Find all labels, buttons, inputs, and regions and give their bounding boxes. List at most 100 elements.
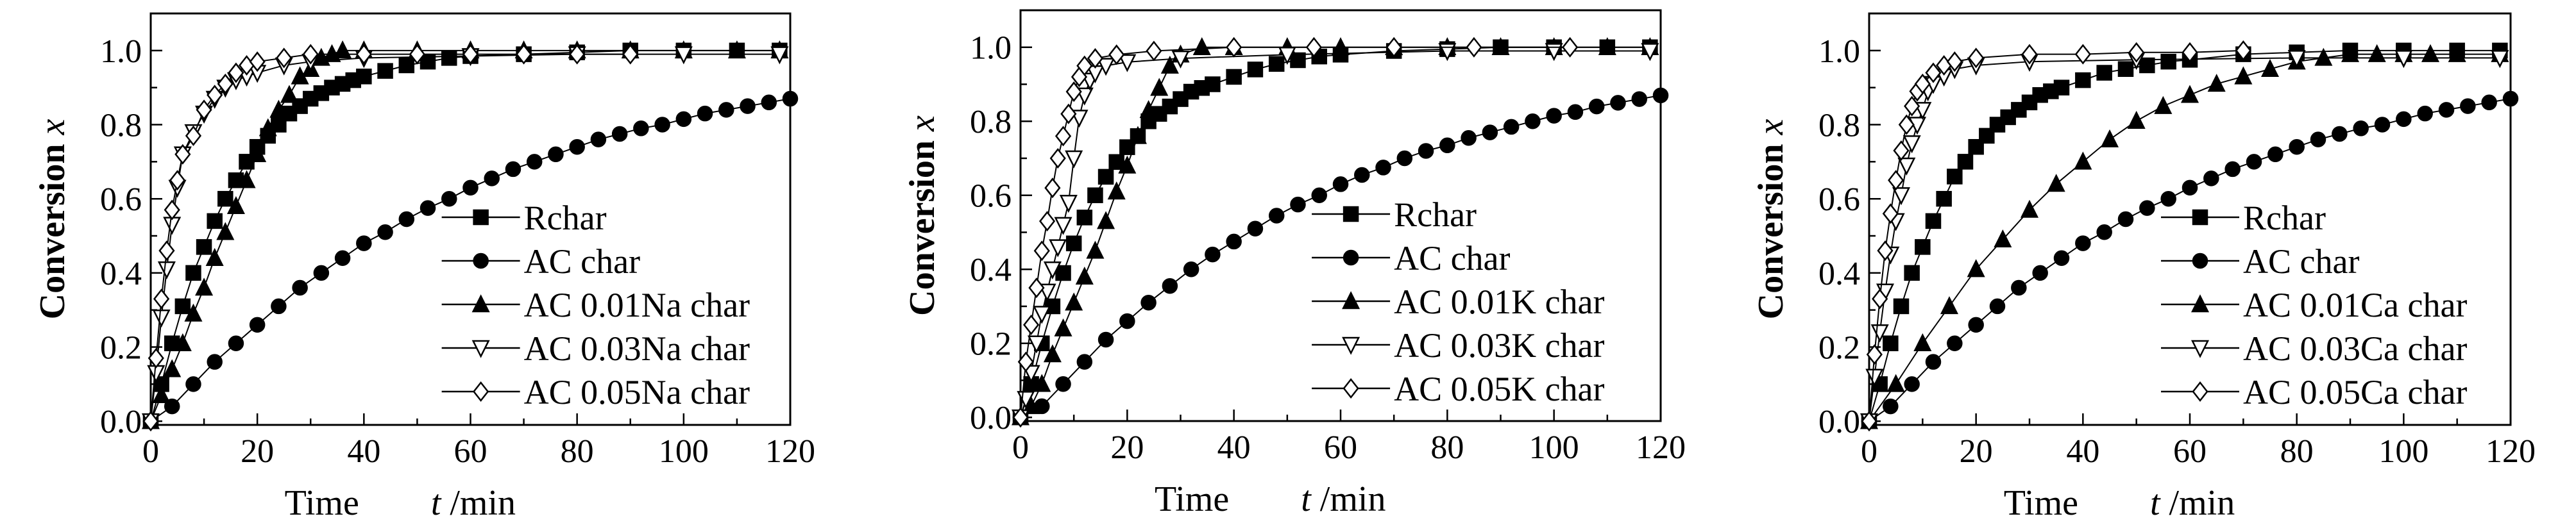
data-point bbox=[1882, 203, 1899, 224]
data-point bbox=[1146, 40, 1162, 62]
data-point bbox=[2289, 138, 2305, 155]
series-1 bbox=[1012, 39, 1658, 426]
data-point bbox=[1588, 98, 1605, 115]
data-point bbox=[196, 99, 212, 120]
series-1 bbox=[1861, 42, 2508, 429]
data-point bbox=[292, 279, 308, 296]
data-point bbox=[674, 46, 693, 65]
data-point bbox=[654, 117, 670, 133]
data-point bbox=[1076, 55, 1093, 76]
data-point bbox=[2417, 105, 2433, 122]
data-point bbox=[2011, 279, 2027, 296]
legend-marker bbox=[2192, 209, 2208, 226]
chart-panel-1: 0 20 40 60 80 100 120 0.0 0.2 0.4 0.6 0.8 1.0 Time t … bbox=[33, 12, 815, 523]
data-point bbox=[1087, 187, 1103, 203]
legend-marker bbox=[2190, 340, 2210, 358]
x-tick-label: 120 bbox=[765, 433, 815, 470]
legend-marker bbox=[2190, 294, 2210, 313]
data-point bbox=[1332, 176, 1349, 192]
data-point bbox=[1525, 113, 1541, 129]
data-point bbox=[1226, 233, 1242, 250]
data-point bbox=[1049, 147, 1066, 169]
data-point bbox=[1503, 119, 1520, 135]
data-point bbox=[1914, 73, 1931, 94]
data-point bbox=[1043, 261, 1062, 280]
data-point bbox=[2203, 170, 2219, 186]
data-point bbox=[2053, 250, 2070, 266]
y-tick-label: 1.0 bbox=[970, 30, 1012, 67]
data-point bbox=[334, 250, 351, 266]
x-tick-label: 0 bbox=[142, 433, 159, 470]
data-point bbox=[1097, 211, 1115, 229]
data-point bbox=[1641, 43, 1659, 62]
data-point bbox=[2460, 98, 2476, 114]
data-point bbox=[2180, 85, 2199, 103]
legend-label: AC 0.05Na char bbox=[524, 373, 750, 411]
data-point bbox=[249, 51, 266, 72]
data-point bbox=[1065, 292, 1083, 311]
data-point bbox=[1418, 143, 1434, 159]
data-point bbox=[207, 213, 223, 229]
legend-label: Rchar bbox=[524, 199, 607, 237]
data-point bbox=[2139, 57, 2155, 74]
data-point bbox=[207, 354, 223, 370]
data-point bbox=[1076, 354, 1093, 370]
data-point bbox=[569, 138, 585, 155]
data-point bbox=[1059, 195, 1078, 213]
data-point bbox=[2224, 161, 2241, 178]
data-point bbox=[1861, 411, 1877, 432]
legend-label: AC 0.01Ca char bbox=[2243, 286, 2467, 324]
data-point bbox=[1305, 37, 1323, 58]
data-point bbox=[1886, 374, 1905, 392]
legend-label: AC 0.03Ca char bbox=[2243, 329, 2467, 368]
series-5 bbox=[1012, 37, 1579, 428]
data-point bbox=[1171, 50, 1190, 69]
x-axis-label: Time t /min bbox=[285, 483, 516, 523]
data-point bbox=[2047, 174, 2065, 192]
data-point bbox=[2053, 79, 2070, 95]
data-point bbox=[1466, 37, 1482, 58]
data-point bbox=[1865, 369, 1884, 387]
data-point bbox=[1065, 235, 1082, 252]
data-point bbox=[1385, 37, 1402, 58]
data-point bbox=[1893, 298, 1910, 315]
legend-label: AC 0.03Na char bbox=[524, 329, 750, 368]
data-point bbox=[2396, 111, 2412, 128]
data-point bbox=[173, 333, 192, 352]
x-tick-label: 80 bbox=[2280, 433, 2314, 470]
data-point bbox=[590, 131, 607, 147]
data-point bbox=[2267, 146, 2284, 163]
x-tick-label: 100 bbox=[2378, 433, 2428, 470]
data-point bbox=[2314, 47, 2333, 66]
chart-panel-2: 0 20 40 60 80 100 120 0.0 0.2 0.4 0.6 0.8 1.0 Time t … bbox=[902, 9, 1686, 519]
data-point bbox=[2182, 179, 2198, 196]
data-point bbox=[1946, 51, 1963, 72]
data-point bbox=[237, 170, 256, 188]
data-point bbox=[2154, 95, 2173, 114]
data-point bbox=[1205, 76, 1221, 92]
data-point bbox=[164, 199, 180, 220]
legend-marker bbox=[471, 340, 490, 358]
data-point bbox=[1108, 154, 1124, 170]
plot-frame bbox=[149, 12, 792, 426]
data-point bbox=[157, 261, 176, 279]
y-tick-label: 0.6 bbox=[970, 178, 1012, 215]
legend-marker bbox=[1343, 377, 1359, 399]
y-axis-label: Conversion x bbox=[33, 119, 72, 320]
legend-item: AC char bbox=[1312, 239, 1511, 277]
data-point bbox=[1904, 376, 1920, 392]
data-point bbox=[398, 211, 415, 228]
series-3 bbox=[141, 40, 789, 429]
data-point bbox=[718, 102, 734, 118]
x-tick-label: 0 bbox=[1012, 429, 1029, 466]
series-4 bbox=[1011, 43, 1659, 428]
data-point bbox=[1877, 240, 1894, 261]
legend-item: AC 0.01K char bbox=[1312, 283, 1605, 321]
x-tick-label: 40 bbox=[1217, 429, 1251, 466]
data-point bbox=[377, 63, 393, 79]
data-point bbox=[1892, 187, 1911, 206]
x-tick-label: 100 bbox=[1529, 429, 1579, 466]
legend-label: AC 0.03K char bbox=[1394, 326, 1604, 365]
data-point bbox=[2100, 129, 2119, 147]
data-point bbox=[1915, 239, 1931, 255]
